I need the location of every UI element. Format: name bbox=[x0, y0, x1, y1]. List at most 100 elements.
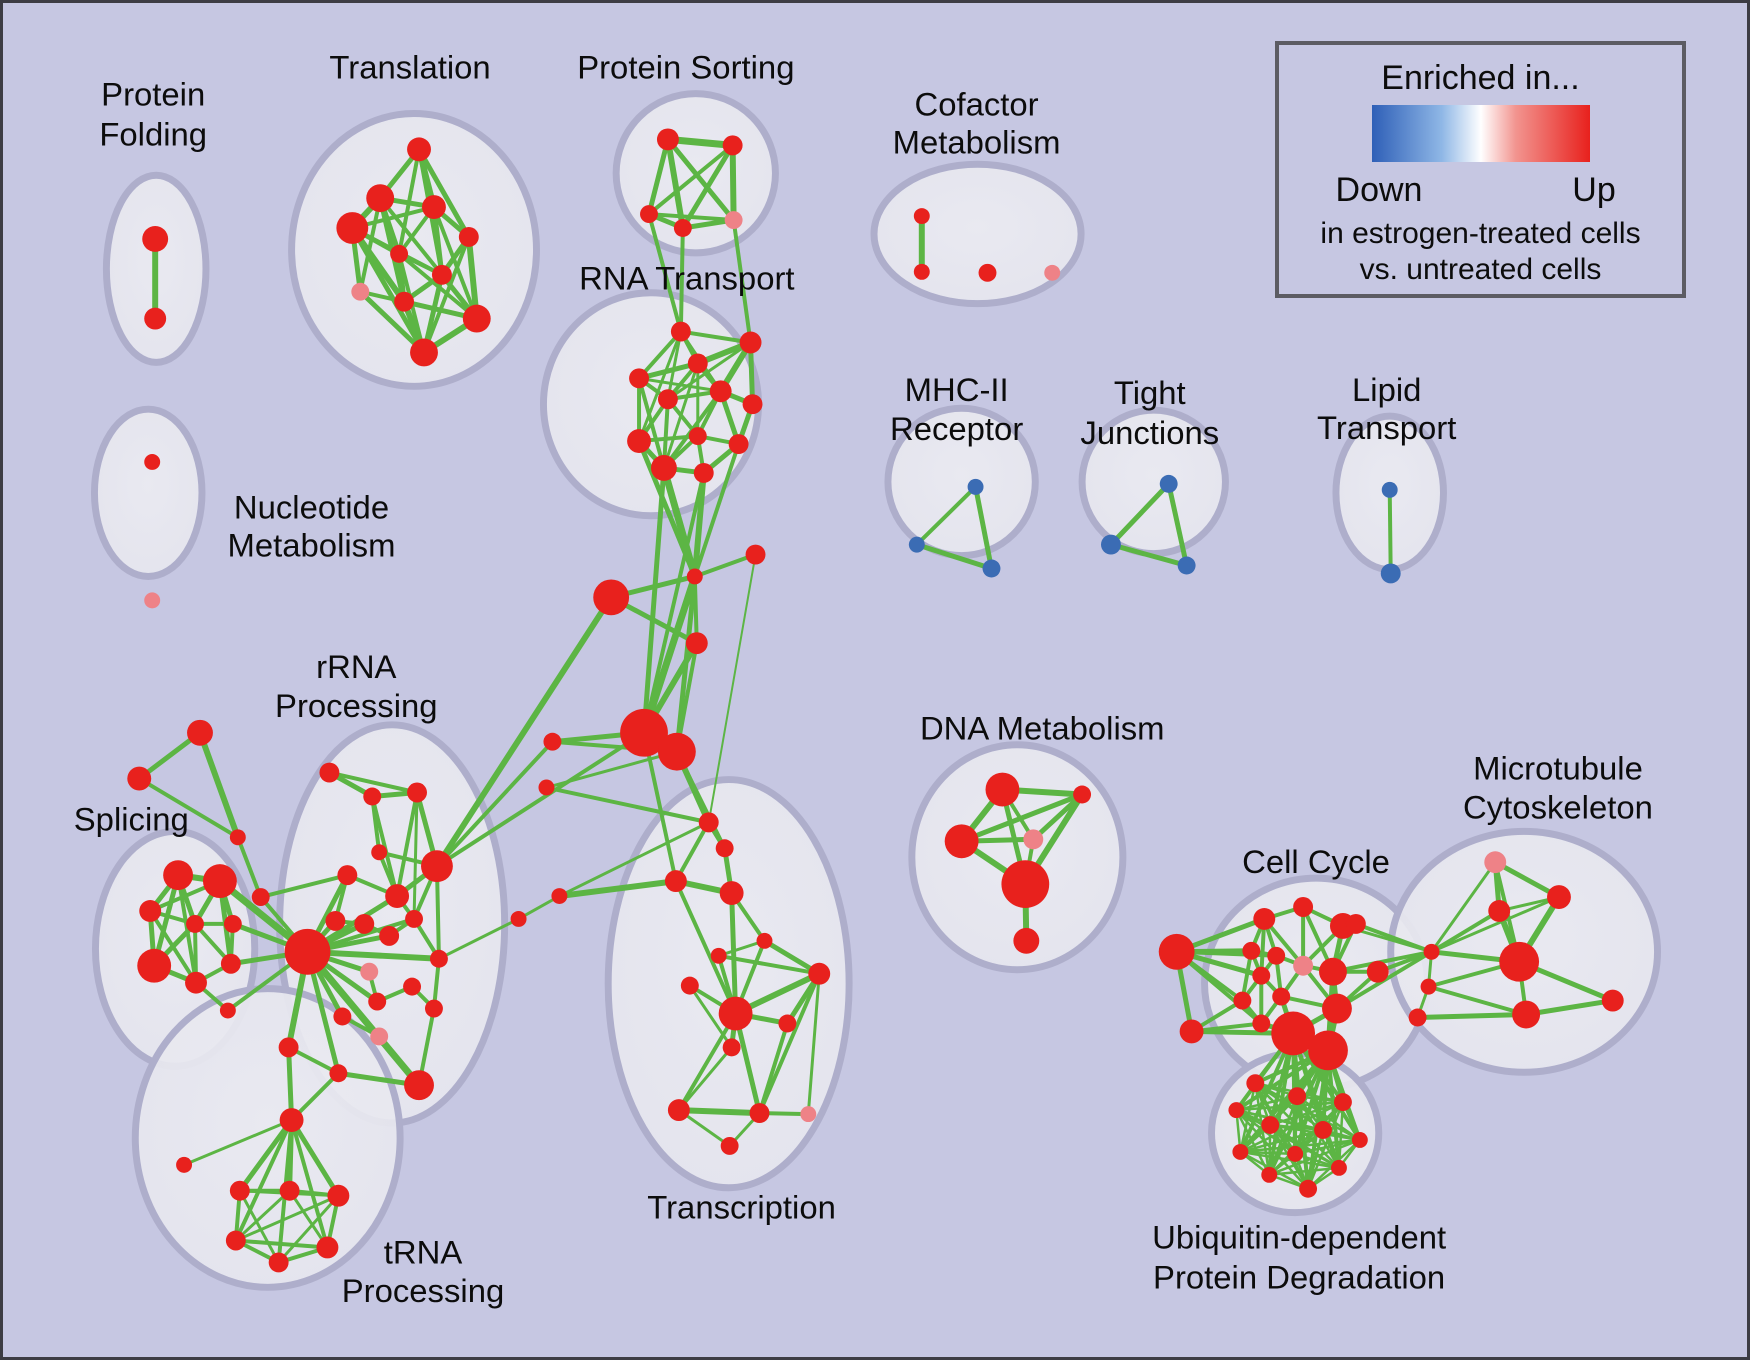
node-rr5 bbox=[337, 865, 358, 886]
node-rr20 bbox=[424, 999, 443, 1018]
node-x3 bbox=[719, 881, 744, 906]
node-cc1 bbox=[1179, 1019, 1204, 1044]
node-m3 bbox=[1499, 941, 1540, 982]
edge bbox=[664, 136, 686, 231]
node-cc2 bbox=[1253, 907, 1276, 930]
cluster-labels: Protein Folding Translation Protein Sorting… bbox=[74, 49, 1653, 1310]
node-ua bbox=[1271, 1011, 1316, 1056]
cluster-label-rrna-processing: rRNA Processing bbox=[275, 648, 437, 724]
legend-up-label: Up bbox=[1572, 171, 1616, 209]
node-cf2 bbox=[978, 263, 997, 282]
node-hub0 bbox=[620, 708, 668, 757]
node-r10 bbox=[728, 434, 749, 455]
edge bbox=[677, 1045, 734, 1112]
node-tj1 bbox=[1100, 534, 1121, 555]
node-rr17 bbox=[404, 1070, 434, 1101]
legend-gradient-bar bbox=[1372, 105, 1590, 162]
node-mh1 bbox=[908, 536, 925, 553]
node-x14 bbox=[720, 1136, 739, 1155]
edge bbox=[642, 730, 678, 884]
node-c3 bbox=[685, 632, 708, 655]
edge bbox=[1166, 481, 1190, 568]
legend-subtitle-line1: in estrogen-treated cells bbox=[1320, 217, 1641, 250]
edge bbox=[1415, 1012, 1529, 1020]
node-cf3 bbox=[1044, 264, 1061, 281]
node-ub6 bbox=[1314, 1121, 1332, 1139]
node-s13 bbox=[219, 1002, 236, 1019]
node-cc15 bbox=[1366, 960, 1389, 983]
node-ub8 bbox=[1232, 1143, 1249, 1160]
node-b2 bbox=[538, 779, 555, 796]
node-m1 bbox=[1547, 885, 1571, 909]
node-x10 bbox=[722, 1038, 741, 1057]
node-r5 bbox=[709, 380, 732, 403]
node-rr3 bbox=[371, 844, 388, 861]
node-d1 bbox=[1073, 785, 1092, 804]
node-s1 bbox=[127, 766, 152, 791]
node-rr10 bbox=[405, 909, 424, 928]
node-m2 bbox=[1488, 900, 1511, 922]
edge bbox=[1239, 1128, 1325, 1154]
node-r4 bbox=[657, 389, 678, 410]
edge bbox=[544, 785, 711, 825]
cluster-ellipse-mhc-ii-receptor bbox=[884, 404, 1039, 560]
node-cc11 bbox=[1272, 987, 1291, 1006]
node-tj2 bbox=[1177, 556, 1196, 575]
node-s5 bbox=[139, 900, 162, 922]
edge bbox=[731, 218, 753, 345]
node-ub1 bbox=[1246, 1074, 1265, 1093]
node-cc10 bbox=[1233, 991, 1252, 1010]
edge bbox=[660, 464, 699, 580]
edge bbox=[233, 1238, 330, 1250]
node-d5 bbox=[1013, 927, 1040, 954]
node-tn7 bbox=[268, 1252, 289, 1273]
edge bbox=[557, 820, 711, 898]
node-rr13 bbox=[429, 949, 448, 968]
node-hub1 bbox=[657, 732, 696, 771]
edge bbox=[806, 972, 821, 1116]
edge bbox=[1523, 998, 1616, 1018]
edge bbox=[431, 205, 479, 321]
edge bbox=[676, 1011, 738, 1113]
edge bbox=[258, 873, 350, 900]
edge bbox=[1174, 949, 1264, 1026]
edge bbox=[637, 376, 723, 393]
edge bbox=[1429, 908, 1502, 954]
node-rr11 bbox=[284, 928, 331, 975]
node-d4 bbox=[1001, 860, 1050, 908]
edge bbox=[1387, 487, 1393, 576]
cluster-label-cell-cycle: Cell Cycle bbox=[1242, 843, 1390, 880]
legend: Enriched in... Down Up in estrogen-treat… bbox=[1275, 41, 1686, 298]
edge bbox=[692, 552, 758, 579]
node-tn1 bbox=[176, 1156, 193, 1173]
node-ub5 bbox=[1261, 1116, 1280, 1134]
node-x11 bbox=[667, 1099, 690, 1122]
cluster-ellipse-cofactor-metabolism bbox=[870, 160, 1085, 308]
edge bbox=[959, 792, 1085, 844]
node-ubb bbox=[1308, 1030, 1348, 1071]
node-m7 bbox=[1408, 1008, 1427, 1027]
edge bbox=[395, 790, 420, 899]
node-t0 bbox=[407, 137, 431, 162]
cluster-ellipse-nucleotide-metabolism bbox=[90, 405, 206, 580]
edge bbox=[238, 1189, 281, 1264]
node-t6 bbox=[431, 264, 452, 285]
edge bbox=[233, 1118, 294, 1243]
node-cc14 bbox=[1345, 913, 1366, 934]
node-r6 bbox=[742, 394, 763, 415]
node-cc9 bbox=[1252, 966, 1271, 985]
edge bbox=[673, 820, 711, 884]
node-rr9 bbox=[385, 884, 410, 908]
node-ub10 bbox=[1330, 1159, 1347, 1176]
edge bbox=[637, 329, 683, 381]
node-m6 bbox=[1420, 978, 1437, 995]
edge bbox=[716, 953, 822, 976]
edge bbox=[237, 1117, 295, 1194]
node-s0 bbox=[187, 719, 213, 746]
node-p4 bbox=[724, 211, 743, 229]
edge bbox=[437, 917, 521, 961]
node-rr22 bbox=[370, 1027, 389, 1046]
edge bbox=[286, 1044, 295, 1123]
node-t10 bbox=[410, 338, 438, 367]
